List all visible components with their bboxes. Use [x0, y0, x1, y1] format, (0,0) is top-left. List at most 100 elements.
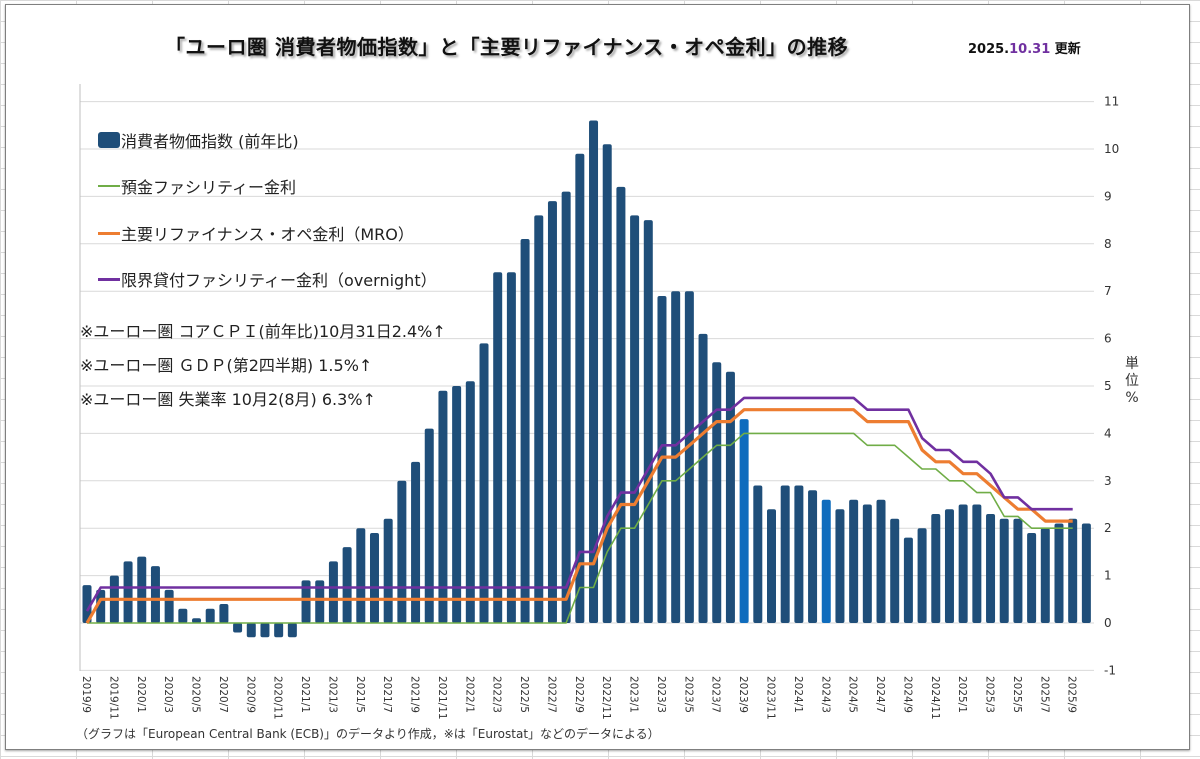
cpi-bar	[424, 428, 434, 623]
x-tick-label: 2025/9	[1066, 676, 1078, 713]
marginal-lending-rate-line	[85, 396, 1073, 612]
x-tick-label: 2022/7	[545, 676, 557, 713]
x-tick-label: 2021/1	[299, 676, 311, 713]
y-tick-label: 7	[1104, 284, 1112, 298]
cpi-bar	[561, 191, 571, 623]
cpi-bar	[506, 272, 516, 623]
cpi-bar	[493, 272, 503, 623]
unit-char-3: %	[1125, 390, 1139, 406]
cpi-bar	[1027, 532, 1037, 623]
cpi-bar	[520, 239, 530, 623]
cpi-bar	[233, 623, 243, 633]
legend-label-marginal: 限界貸付ファシリティー金利（overnight）	[121, 271, 437, 290]
cpi-bar	[986, 513, 996, 623]
unit-char-1: 単	[1125, 356, 1139, 372]
x-tick-label: 2020/11	[272, 676, 284, 720]
mro-rate-line	[85, 408, 1073, 624]
cpi-bar	[123, 561, 133, 623]
cpi-bar	[192, 618, 202, 623]
cpi-bar	[999, 518, 1009, 623]
cpi-bar	[1054, 523, 1064, 623]
cpi-bar	[260, 623, 270, 638]
x-tick-label: 2024/1	[792, 676, 804, 713]
cpi-bar	[780, 485, 790, 623]
cpi-bar	[397, 480, 407, 623]
x-tick-label: 2024/3	[819, 676, 831, 713]
cpi-bar	[794, 485, 804, 623]
y-tick-label: 0	[1104, 616, 1112, 630]
cpi-bar	[369, 532, 379, 623]
note-gdp: ※ユーロー圏 ＧＤＰ(第2四半期) 1.5%↑	[80, 356, 373, 375]
x-tick-labels: 2019/9 2019/11 2020/1 2020/3 2020/5 2020/7 202…	[80, 676, 1078, 720]
cpi-bar	[82, 585, 92, 623]
x-tick-label: 2021/9	[409, 676, 421, 713]
x-tick-label: 2019/9	[80, 676, 92, 713]
y-tick-label: 3	[1104, 474, 1112, 488]
y-tick-label: 6	[1104, 332, 1112, 346]
x-tick-label: 2023/9	[737, 676, 749, 713]
cpi-bar	[315, 580, 325, 623]
cpi-bar	[739, 419, 749, 623]
x-tick-label: 2023/7	[710, 676, 722, 713]
cpi-bar	[876, 499, 886, 623]
cpi-bar	[383, 518, 393, 623]
x-tick-label: 2024/11	[929, 676, 941, 720]
x-tick-label: 2023/1	[628, 676, 640, 713]
x-tick-label: 2023/5	[682, 676, 694, 713]
x-tick-label: 2025/7	[1038, 676, 1050, 713]
x-tick-label: 2023/3	[655, 676, 667, 713]
x-tick-label: 2024/7	[874, 676, 886, 713]
cpi-bar	[712, 362, 722, 623]
cpi-bar	[725, 371, 735, 623]
cpi-bar	[301, 580, 311, 623]
cpi-bar	[287, 623, 297, 638]
x-tick-label: 2022/3	[491, 676, 503, 713]
cpi-bar	[137, 556, 147, 623]
cpi-bar	[849, 499, 859, 623]
x-tick-label: 2024/9	[901, 676, 913, 713]
cpi-bar	[862, 504, 872, 623]
cpi-bar	[452, 386, 462, 623]
legend-item-mro: 主要リファイナンス・オペ金利（MRO）	[98, 221, 414, 245]
x-tick-label: 2020/7	[217, 676, 229, 713]
deposit-rate-line	[87, 432, 1073, 624]
updated-date-highlight: 10.31	[1009, 42, 1051, 57]
cpi-bar	[274, 623, 284, 638]
x-tick-label: 2020/1	[135, 676, 147, 713]
cpi-bar	[246, 623, 256, 638]
x-tick-label: 2021/5	[354, 676, 366, 713]
cpi-bar	[342, 547, 352, 623]
y-tick-labels: -1 0 1 2 3 4 5 6 7 8 9 10 11	[1104, 95, 1119, 678]
cpi-bar	[698, 333, 708, 623]
legend-item-deposit: 預金ファシリティー金利	[98, 174, 296, 198]
y-tick-label: 8	[1104, 237, 1112, 251]
cpi-bar	[903, 537, 913, 623]
legend-swatch-cpi	[98, 132, 120, 148]
x-tick-label: 2020/9	[244, 676, 256, 713]
cpi-bar	[630, 215, 640, 624]
updated-prefix: 2025.	[968, 42, 1010, 57]
cpi-bar	[972, 504, 982, 623]
cpi-bar	[917, 528, 927, 623]
cpi-bar	[808, 490, 818, 623]
y-tick-label: 1	[1104, 569, 1112, 583]
cpi-bar	[205, 608, 215, 623]
cpi-bar	[479, 343, 489, 623]
cpi-bar	[958, 504, 968, 623]
y-tick-label: 5	[1104, 379, 1112, 393]
x-tick-label: 2022/11	[600, 676, 612, 720]
source-note: （グラフは「European Central Bank (ECB)」のデータより…	[76, 727, 660, 741]
cpi-bar	[835, 509, 845, 623]
y-tick-label: -1	[1104, 663, 1116, 677]
cpi-bar	[178, 608, 188, 623]
unit-char-2: 位	[1125, 373, 1139, 389]
x-tick-label: 2021/11	[436, 676, 448, 720]
x-tick-label: 2020/3	[162, 676, 174, 713]
x-tick-label: 2024/5	[847, 676, 859, 713]
legend-swatch-mro	[98, 231, 120, 235]
y-tick-label: 11	[1104, 95, 1119, 109]
cpi-bar	[1068, 518, 1078, 623]
cpi-bar	[944, 509, 954, 623]
cpi-bar	[767, 509, 776, 623]
